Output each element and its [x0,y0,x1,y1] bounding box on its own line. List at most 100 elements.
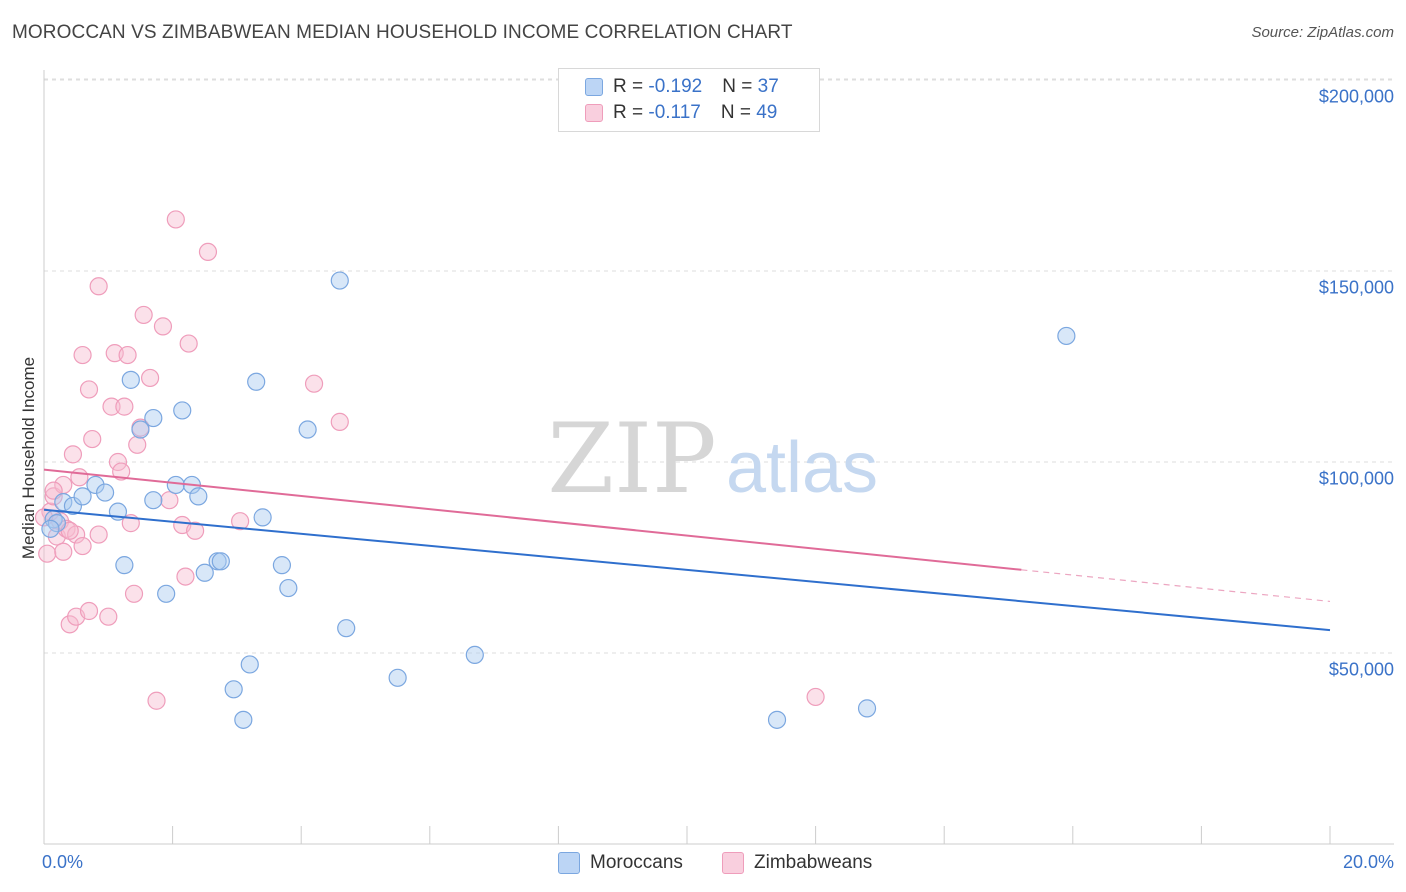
data-point-zimbabweans [83,429,102,449]
data-point-moroccans [189,487,208,506]
data-point-zimbabweans [54,542,73,561]
stats-legend: R = -0.192 N = 37 R = -0.117 N = 49 [558,68,820,132]
x-tick-label-max: 20.0% [1342,852,1394,872]
data-point-zimbabweans [147,691,166,710]
data-point-zimbabweans [330,412,349,431]
data-point-zimbabweans [118,345,137,365]
data-point-moroccans [234,710,253,729]
legend-r-value: -0.192 [648,76,703,97]
data-point-zimbabweans [166,210,185,229]
data-point-moroccans [330,271,349,290]
data-point-moroccans [857,699,877,718]
legend-n-value: 37 [757,76,779,97]
data-point-zimbabweans [179,334,198,353]
data-point-zimbabweans [198,242,218,261]
data-point-moroccans [298,420,317,439]
data-point-zimbabweans [79,601,99,621]
legend-row-moroccans: R = -0.192 N = 37 [585,76,779,98]
data-point-moroccans [86,475,105,495]
data-point-zimbabweans [89,525,108,544]
data-point-moroccans [465,645,484,665]
data-point-moroccans [95,483,115,502]
legend-n-value: 49 [756,102,778,123]
data-point-zimbabweans [134,305,153,325]
legend-r-label: R = [613,102,649,123]
data-point-zimbabweans [176,567,195,586]
data-point-zimbabweans [231,512,250,531]
data-point-zimbabweans [128,435,147,454]
trend-line-moroccans [43,508,1331,632]
data-point-moroccans [144,491,163,510]
data-point-zimbabweans [115,397,134,416]
data-point-moroccans [173,401,192,420]
data-point-moroccans [253,508,272,527]
data-point-zimbabweans [79,380,99,399]
data-point-moroccans [73,487,92,506]
data-point-moroccans [41,519,60,538]
data-point-moroccans [337,619,356,638]
trend-line-dashed-zimbabweans [1021,569,1331,603]
data-point-zimbabweans [60,615,79,634]
legend-n-label: N = [720,102,757,123]
data-point-moroccans [144,408,163,428]
data-point-zimbabweans [108,452,128,472]
bottom-legend-label: Moroccans [590,852,683,874]
data-point-moroccans [388,668,407,687]
data-point-zimbabweans [73,536,92,556]
data-point-moroccans [279,578,298,598]
data-point-zimbabweans [124,584,144,603]
data-point-moroccans [166,475,185,495]
data-point-zimbabweans [38,544,57,563]
data-point-moroccans [157,584,176,603]
data-point-moroccans [63,496,83,516]
data-point-zimbabweans [99,607,118,626]
data-point-moroccans [767,710,787,729]
data-point-zimbabweans [304,374,324,393]
y-tick-label: $150,000 [1318,277,1394,298]
legend-r-label: R = [613,76,649,97]
data-point-moroccans [211,552,230,571]
legend-swatch-zimbabweans [585,103,603,122]
legend-n-label: N = [722,76,758,97]
data-point-moroccans [115,556,134,575]
data-point-zimbabweans [112,462,131,481]
data-point-zimbabweans [140,368,160,388]
chart-title: MOROCCAN VS ZIMBABWEAN MEDIAN HOUSEHOLD … [12,22,793,43]
legend-swatch-moroccans [585,77,603,96]
data-point-zimbabweans [89,277,108,296]
data-point-moroccans [247,372,266,391]
data-point-zimbabweans [160,491,179,510]
data-point-zimbabweans [63,445,83,464]
data-point-moroccans [224,680,243,699]
bottom-legend-zimbabweans: Zimbabweans [722,852,872,874]
data-point-moroccans [1057,326,1076,346]
bottom-legend-swatch-zimbabweans [722,852,744,874]
data-point-moroccans [272,556,292,575]
legend-row-zimbabweans: R = -0.117 N = 49 [585,102,777,124]
data-point-zimbabweans [73,345,92,365]
data-point-zimbabweans [102,397,121,416]
data-point-zimbabweans [806,687,825,707]
bottom-legend-label: Zimbabweans [754,852,873,874]
data-point-zimbabweans [153,317,173,336]
data-point-zimbabweans [70,468,89,487]
data-point-moroccans [195,563,214,582]
y-tick-label: $50,000 [1328,659,1394,680]
data-point-moroccans [131,420,150,439]
legend-r-value: -0.117 [648,102,701,123]
y-axis-label: Median Household Income [19,356,38,560]
x-tick-label-min: 0.0% [42,852,84,872]
data-point-zimbabweans [57,519,76,538]
y-tick-label: $200,000 [1318,86,1394,107]
bottom-legend-moroccans: Moroccans [558,852,683,874]
watermark-zip: ZIP [547,403,716,515]
data-point-zimbabweans [186,521,205,540]
source-credit: Source: ZipAtlas.com [1251,24,1394,41]
y-tick-label: $100,000 [1318,468,1394,489]
data-point-moroccans [121,370,140,389]
trend-line-zimbabweans [43,468,1022,571]
bottom-legend-swatch-moroccans [558,852,580,874]
data-point-moroccans [240,655,259,674]
watermark-atlas: atlas [726,428,878,508]
